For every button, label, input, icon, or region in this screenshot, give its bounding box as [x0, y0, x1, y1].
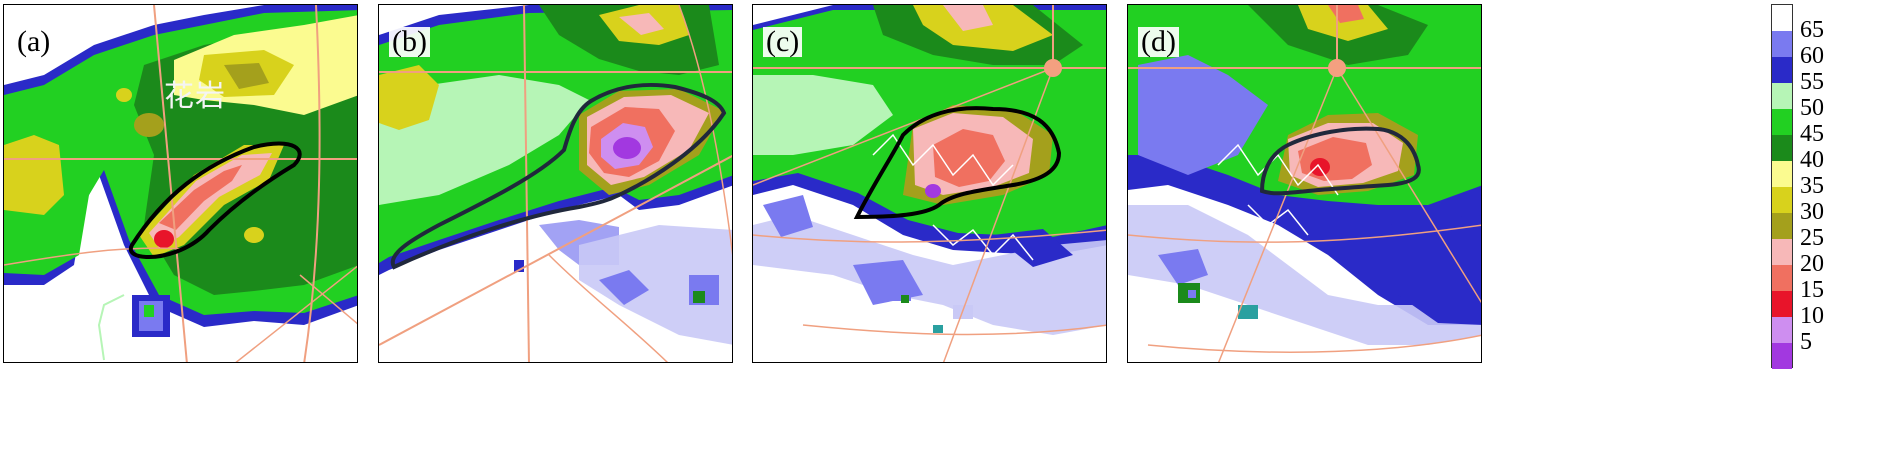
colorbar-segment: [1772, 239, 1792, 265]
colorbar-segment: [1772, 31, 1792, 57]
colorbar-segment: [1772, 161, 1792, 187]
colorbar-segment: [1772, 317, 1792, 343]
colorbar-tick-label: 35: [1800, 173, 1824, 199]
panel-label-d: (d): [1138, 27, 1179, 57]
colorbar-tick-label: 15: [1800, 277, 1824, 303]
panel-label-c: (c): [763, 27, 803, 57]
radar-panel-a: (a) 花岩: [3, 4, 358, 363]
colorbar-tick-label: 25: [1800, 225, 1824, 251]
radar-panel-b: (b): [378, 4, 733, 363]
colorbar-segment: [1772, 135, 1792, 161]
colorbar-segment: [1772, 83, 1792, 109]
radar-image-a: [4, 5, 357, 362]
reflectivity-colorbar: [1771, 4, 1793, 369]
panel-label-a: (a): [14, 27, 54, 57]
radar-image-d: [1128, 5, 1481, 362]
colorbar-segment: [1772, 291, 1792, 317]
colorbar-segment: [1772, 5, 1792, 31]
radar-image-b: [379, 5, 732, 362]
colorbar-tick-label: 20: [1800, 251, 1824, 277]
colorbar-tick-label: 60: [1800, 43, 1824, 69]
colorbar-segment: [1772, 213, 1792, 239]
colorbar-tick-label: 45: [1800, 121, 1824, 147]
colorbar-tick-label: 30: [1800, 199, 1824, 225]
colorbar-segment: [1772, 109, 1792, 135]
colorbar-tick-label: 5: [1800, 329, 1812, 355]
colorbar-tick-label: 10: [1800, 303, 1824, 329]
colorbar-tick-label: 55: [1800, 69, 1824, 95]
radar-panel-c: (c): [752, 4, 1107, 363]
panel-label-b: (b): [389, 27, 430, 57]
colorbar-segment: [1772, 187, 1792, 213]
colorbar-segment: [1772, 265, 1792, 291]
radar-panel-d: (d): [1127, 4, 1482, 363]
colorbar-tick-label: 40: [1800, 147, 1824, 173]
radar-image-c: [753, 5, 1106, 362]
colorbar-tick-label: 65: [1800, 17, 1824, 43]
colorbar-segment: [1772, 57, 1792, 83]
colorbar-tick-label: 50: [1800, 95, 1824, 121]
place-label: 花岩: [164, 79, 226, 114]
colorbar-segment: [1772, 343, 1792, 369]
